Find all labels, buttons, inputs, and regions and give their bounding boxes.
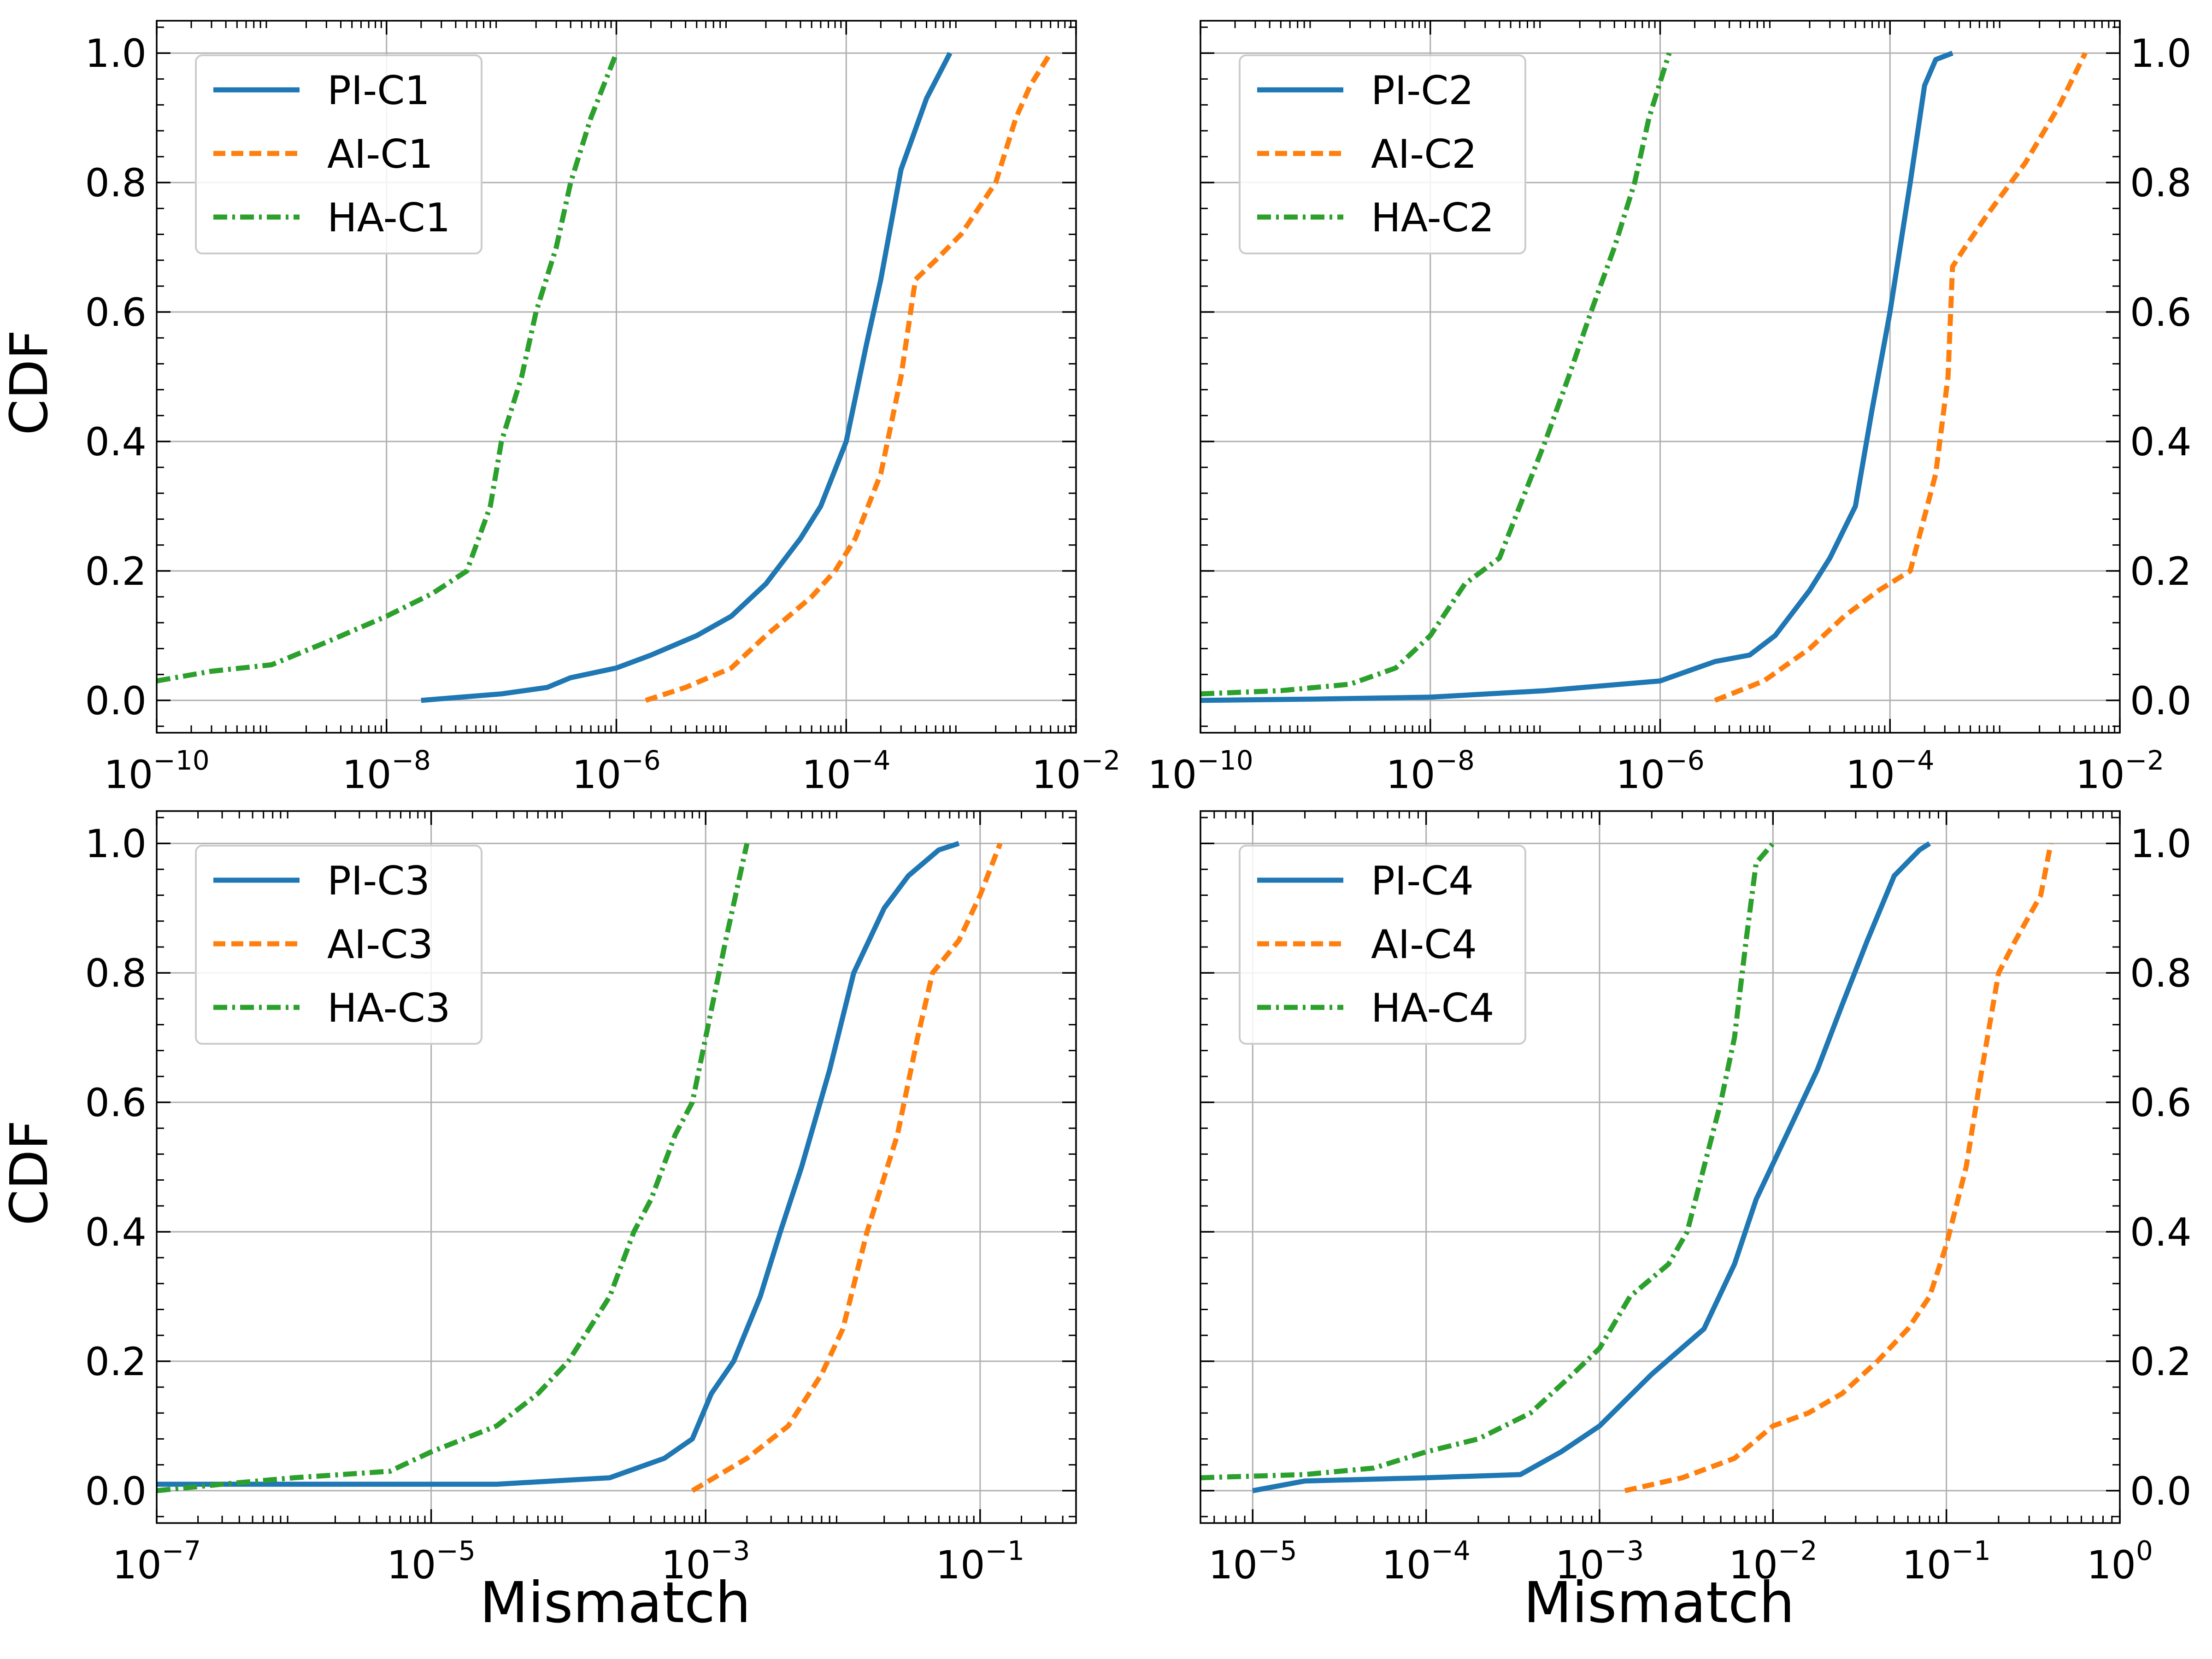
axes-frame bbox=[156, 810, 1077, 1524]
legend-label: HA-C3 bbox=[327, 985, 450, 1031]
series-line-pi-c4 bbox=[1252, 841, 1931, 1494]
panel-top-right: 10−10 10−8 10−6 10−4 10−2 0.0 0.2 0.4 0.6 0.8 1.0 P… bbox=[1147, 20, 2192, 797]
series-line-ai-c3 bbox=[691, 842, 1003, 1493]
panel-bottom-left: 10−7 10−5 10−3 10−1 0.0 0.2 0.4 0.6 0.8 1.0 PI-C3 A… bbox=[85, 810, 1077, 1588]
panel-bottom-right: 10−5 10−4 10−3 10−2 10−1 100 0.0 0.2 0.4 0.6 0.8 1.… bbox=[1200, 810, 2192, 1588]
legend-label: HA-C1 bbox=[327, 195, 450, 241]
y-tick-label: 0.2 bbox=[2130, 1339, 2192, 1384]
y-tick-label: 0.6 bbox=[85, 1080, 147, 1125]
legend-label: HA-C4 bbox=[1371, 985, 1494, 1031]
y-axis-label-top: CDF bbox=[0, 330, 59, 435]
x-tick-label: 10−8 bbox=[342, 745, 431, 797]
x-tick-label: 10−3 bbox=[661, 1535, 750, 1588]
y-tick-label: 0.6 bbox=[2130, 290, 2192, 335]
x-tick-label: 10−10 bbox=[1147, 745, 1253, 797]
y-tick-label: 0.8 bbox=[2130, 160, 2192, 206]
legend-label: PI-C3 bbox=[327, 858, 430, 904]
x-tick-label: 10−8 bbox=[1386, 745, 1475, 797]
y-tick-label: 0.0 bbox=[85, 678, 147, 724]
legend-box bbox=[195, 845, 482, 1045]
x-tick-label: 10−4 bbox=[1846, 745, 1934, 797]
legend-label: PI-C4 bbox=[1371, 858, 1474, 904]
x-axis-label-right: Mismatch bbox=[1524, 1570, 1795, 1635]
legend-label: AI-C1 bbox=[327, 131, 433, 177]
y-tick-label: 0.2 bbox=[85, 1339, 147, 1384]
y-tick-label: 0.0 bbox=[2130, 678, 2192, 724]
y-axis-label-bottom: CDF bbox=[0, 1120, 59, 1226]
x-tick-label: 10−7 bbox=[112, 1535, 201, 1588]
x-tick-label: 10−6 bbox=[572, 745, 660, 797]
x-tick-label: 10−5 bbox=[387, 1535, 475, 1588]
y-tick-label: 0.4 bbox=[85, 1210, 147, 1255]
series-line-pi-c2 bbox=[1200, 51, 1953, 703]
series-line-ha-c3 bbox=[157, 843, 750, 1494]
legend-box bbox=[1239, 54, 1526, 254]
legend-label: AI-C4 bbox=[1371, 922, 1477, 968]
y-tick-label: 0.8 bbox=[85, 951, 147, 996]
axes-frame bbox=[156, 20, 1077, 734]
x-axis-label-left: Mismatch bbox=[480, 1570, 751, 1635]
series-line-ai-c4 bbox=[1624, 843, 2053, 1494]
panel-top-left: 10−10 10−8 10−6 10−4 10−2 0.0 0.2 0.4 0.6 0.8 1.0 P… bbox=[85, 20, 1120, 797]
y-tick-label: 1.0 bbox=[2130, 821, 2192, 866]
x-tick-label: 10−1 bbox=[936, 1535, 1024, 1588]
legend-label: PI-C1 bbox=[327, 68, 430, 114]
y-tick-label: 0.2 bbox=[2130, 549, 2192, 594]
x-tick-label: 10−4 bbox=[1382, 1535, 1470, 1588]
x-tick-label: 10−4 bbox=[802, 745, 890, 797]
legend-label: AI-C3 bbox=[327, 922, 433, 968]
y-tick-label: 0.8 bbox=[2130, 951, 2192, 996]
x-tick-label: 10−3 bbox=[1555, 1535, 1644, 1588]
series-line-ai-c2 bbox=[1714, 52, 2088, 703]
series-line-ha-c1 bbox=[157, 52, 619, 684]
legend-label: HA-C2 bbox=[1371, 195, 1494, 241]
x-tick-label: 10−10 bbox=[104, 745, 209, 797]
y-tick-label: 0.8 bbox=[85, 160, 147, 206]
series-line-pi-c1 bbox=[421, 52, 953, 703]
legend-label: PI-C2 bbox=[1371, 68, 1474, 114]
x-tick-label: 10−5 bbox=[1208, 1535, 1297, 1588]
series-line-ha-c2 bbox=[1200, 52, 1672, 697]
y-tick-label: 0.6 bbox=[2130, 1080, 2192, 1125]
x-tick-label: 10−2 bbox=[1729, 1535, 1817, 1588]
x-tick-label: 100 bbox=[2087, 1535, 2153, 1588]
legend-box bbox=[195, 54, 482, 254]
y-tick-label: 0.6 bbox=[85, 290, 147, 335]
x-tick-label: 10−1 bbox=[1902, 1535, 1990, 1588]
y-tick-label: 0.2 bbox=[85, 549, 147, 594]
y-tick-label: 0.4 bbox=[2130, 419, 2192, 465]
x-tick-label: 10−2 bbox=[1032, 745, 1120, 797]
y-tick-label: 0.0 bbox=[85, 1469, 147, 1514]
x-tick-label: 10−6 bbox=[1616, 745, 1704, 797]
y-tick-label: 1.0 bbox=[85, 31, 147, 76]
legend-box bbox=[1239, 845, 1526, 1045]
series-line-ai-c1 bbox=[645, 52, 1053, 703]
axes-frame bbox=[1200, 810, 2121, 1524]
y-tick-label: 1.0 bbox=[85, 821, 147, 866]
y-tick-label: 0.4 bbox=[2130, 1210, 2192, 1255]
x-tick-label: 10−2 bbox=[2076, 745, 2164, 797]
series-line-ha-c4 bbox=[1200, 841, 1775, 1481]
y-tick-label: 0.0 bbox=[2130, 1469, 2192, 1514]
axes-frame bbox=[1200, 20, 2121, 734]
series-line-pi-c3 bbox=[157, 841, 960, 1487]
legend-label: AI-C2 bbox=[1371, 131, 1477, 177]
y-tick-label: 1.0 bbox=[2130, 31, 2192, 76]
y-tick-label: 0.4 bbox=[85, 419, 147, 465]
